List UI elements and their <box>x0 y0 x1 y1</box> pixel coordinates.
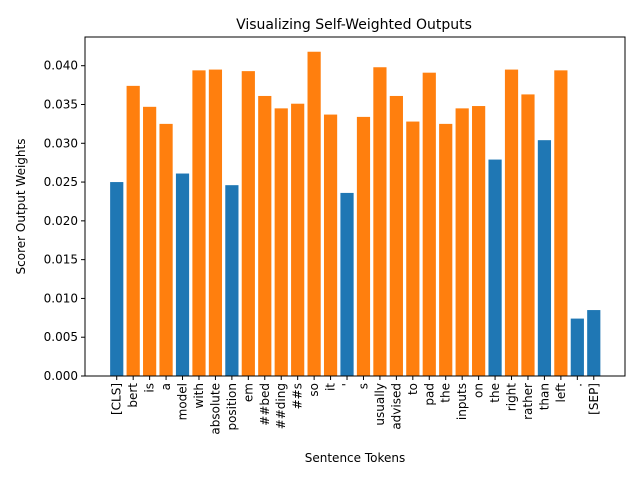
bar-0 <box>110 182 124 376</box>
x-tick-label: bert <box>126 383 140 408</box>
x-tick-label: usually <box>373 383 387 426</box>
x-tick-label: the <box>439 383 453 403</box>
x-tick-label: position <box>225 383 239 431</box>
x-tick-label: inputs <box>455 383 469 420</box>
x-tick-label: it <box>324 383 338 391</box>
x-tick-label: rather <box>521 383 535 420</box>
bar-17 <box>389 95 403 377</box>
bars-group <box>110 51 601 377</box>
bar-21 <box>455 108 469 377</box>
bar-23 <box>488 159 502 376</box>
x-tick-label: than <box>537 383 551 410</box>
x-tick-label: pad <box>422 383 436 406</box>
x-tick-label: is <box>143 383 157 393</box>
bar-25 <box>521 94 535 376</box>
x-tick-label: right <box>505 383 519 411</box>
bar-13 <box>323 114 338 376</box>
bar-4 <box>175 173 190 376</box>
x-tick-label: a <box>159 383 173 390</box>
y-tick-label: 0.000 <box>44 369 78 383</box>
bar-5 <box>192 70 206 377</box>
bar-7 <box>225 185 239 376</box>
plot-frame <box>84 36 626 377</box>
bar-15 <box>356 116 371 377</box>
x-tick-label: advised <box>389 383 403 430</box>
bar-6 <box>208 69 223 376</box>
bar-27 <box>554 70 568 377</box>
y-tick-label: 0.030 <box>44 136 78 150</box>
x-tick-label: so <box>307 383 321 397</box>
x-tick-label: on <box>472 383 486 398</box>
y-tick-label: 0.015 <box>44 253 78 267</box>
x-tick-label: ##ding <box>274 383 288 429</box>
bar-3 <box>159 123 173 376</box>
bar-26 <box>537 140 552 376</box>
x-tick-label: the <box>488 383 502 403</box>
y-tick-label: 0.005 <box>44 330 78 344</box>
bar-28 <box>570 318 584 376</box>
x-tick-label: model <box>176 383 190 420</box>
x-tick-label: ##s <box>291 383 305 409</box>
x-tick-label: with <box>192 383 206 408</box>
x-tick-label: [SEP] <box>587 383 601 415</box>
y-tick-label: 0.035 <box>44 97 78 111</box>
bar-8 <box>241 71 255 376</box>
bar-24 <box>504 69 519 376</box>
bar-18 <box>406 121 420 376</box>
bar-1 <box>126 85 140 377</box>
x-tick-label: . <box>570 383 584 387</box>
bar-10 <box>274 108 288 377</box>
bar-12 <box>307 51 321 377</box>
x-tick-label: ' <box>340 383 354 386</box>
x-tick-label: s <box>356 383 370 389</box>
bar-16 <box>373 67 387 376</box>
bar-22 <box>472 106 486 376</box>
bar-29 <box>587 310 601 376</box>
x-tick-label: to <box>406 383 420 395</box>
bar-11 <box>291 103 305 377</box>
y-tick-label: 0.010 <box>44 291 78 305</box>
x-axis-ticks: [CLS] bert is a model with absolute position em #… <box>110 376 601 435</box>
x-tick-label: absolute <box>208 383 222 435</box>
bar-2 <box>143 106 157 376</box>
x-tick-label: ##bed <box>258 383 272 426</box>
y-tick-label: 0.040 <box>44 59 78 73</box>
y-axis-label: Scorer Output Weights <box>14 139 28 275</box>
x-tick-label: [CLS] <box>110 383 124 415</box>
chart-title: Visualizing Self-Weighted Outputs <box>236 17 472 33</box>
y-tick-label: 0.025 <box>44 175 78 189</box>
bar-14 <box>340 192 354 376</box>
x-tick-label: left <box>554 383 568 403</box>
bar-19 <box>422 72 436 377</box>
bar-20 <box>439 123 453 376</box>
x-tick-label: em <box>241 383 255 402</box>
bar-9 <box>258 95 272 377</box>
x-axis-label: Sentence Tokens <box>305 451 406 465</box>
y-axis-ticks: 0.000 0.005 0.010 0.015 0.020 0.025 0.030 0.035… <box>44 59 85 383</box>
y-tick-label: 0.020 <box>44 214 78 228</box>
